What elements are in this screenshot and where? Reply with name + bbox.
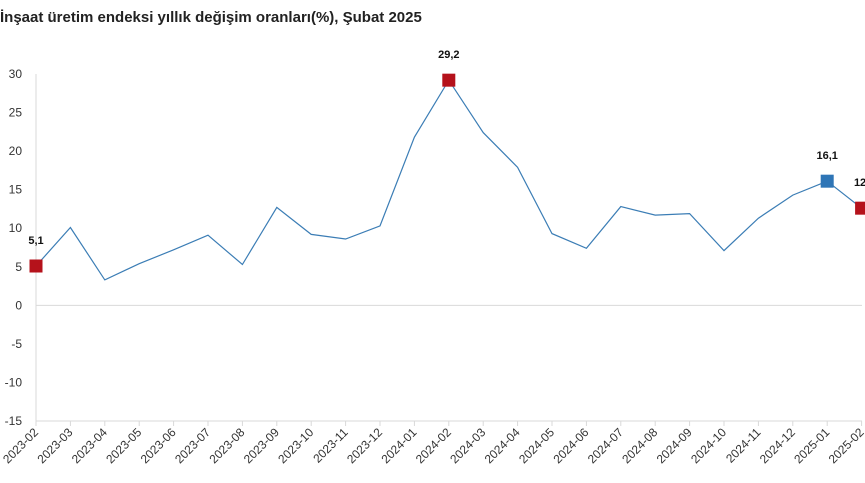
x-tick-label: 2023-03 bbox=[34, 425, 75, 466]
x-tick-label: 2023-07 bbox=[172, 425, 213, 466]
y-axis-ticks: 30 25 20 15 10 5 0 -5 -10 -15 bbox=[5, 67, 23, 428]
data-point-marker bbox=[820, 174, 834, 188]
x-tick-label: 2024-07 bbox=[585, 425, 626, 466]
x-tick-label: 2024-02 bbox=[413, 425, 454, 466]
data-point-marker bbox=[29, 259, 43, 273]
highlight-markers bbox=[29, 73, 865, 273]
y-tick-label: 0 bbox=[15, 298, 22, 312]
x-tick-label: 2024-01 bbox=[378, 425, 419, 466]
data-labels: 5,1 29,2 16,1 12, bbox=[28, 49, 865, 247]
x-tick-label: 2023-06 bbox=[138, 425, 179, 466]
x-tick-label: 2024-03 bbox=[447, 425, 488, 466]
x-tick-label: 2023-09 bbox=[241, 425, 282, 466]
x-tick-label: 2023-11 bbox=[310, 425, 351, 466]
y-tick-label: 5 bbox=[15, 260, 22, 274]
data-label: 16,1 bbox=[816, 150, 837, 162]
x-axis-ticks: 2023-022023-032023-042023-052023-062023-… bbox=[0, 421, 865, 466]
x-tick-label: 2023-08 bbox=[206, 425, 247, 466]
x-tick-label: 2023-04 bbox=[69, 425, 110, 466]
x-tick-label: 2024-08 bbox=[619, 425, 660, 466]
x-tick-label: 2023-12 bbox=[344, 425, 385, 466]
x-tick-label: 2023-10 bbox=[275, 425, 316, 466]
y-tick-label: -15 bbox=[5, 414, 23, 428]
x-tick-label: 2024-06 bbox=[550, 425, 591, 466]
x-tick-label: 2025-01 bbox=[791, 425, 832, 466]
x-tick-label: 2024-09 bbox=[654, 425, 695, 466]
x-tick-label: 2023-02 bbox=[0, 425, 41, 466]
y-tick-label: 10 bbox=[9, 221, 23, 235]
y-tick-label: -10 bbox=[5, 375, 23, 389]
x-tick-label: 2024-10 bbox=[688, 425, 729, 466]
y-tick-label: 20 bbox=[9, 144, 23, 158]
data-label: 29,2 bbox=[438, 49, 459, 61]
y-tick-label: 15 bbox=[9, 183, 23, 197]
x-tick-label: 2024-04 bbox=[482, 425, 523, 466]
y-tick-label: 30 bbox=[9, 67, 23, 81]
x-tick-label: 2024-12 bbox=[757, 425, 798, 466]
data-label: 5,1 bbox=[28, 235, 43, 247]
data-label: 12, bbox=[854, 177, 865, 189]
y-tick-label: -5 bbox=[11, 337, 22, 351]
chart-title: İnşaat üretim endeksi yıllık değişim ora… bbox=[0, 9, 422, 26]
series-line bbox=[35, 79, 862, 281]
data-point-marker bbox=[442, 73, 456, 87]
x-tick-label: 2025-02 bbox=[826, 425, 865, 466]
y-tick-label: 25 bbox=[9, 106, 23, 120]
data-point-marker bbox=[855, 201, 865, 215]
x-tick-label: 2023-05 bbox=[103, 425, 144, 466]
x-tick-label: 2024-05 bbox=[516, 425, 557, 466]
x-tick-label: 2024-11 bbox=[723, 425, 764, 466]
